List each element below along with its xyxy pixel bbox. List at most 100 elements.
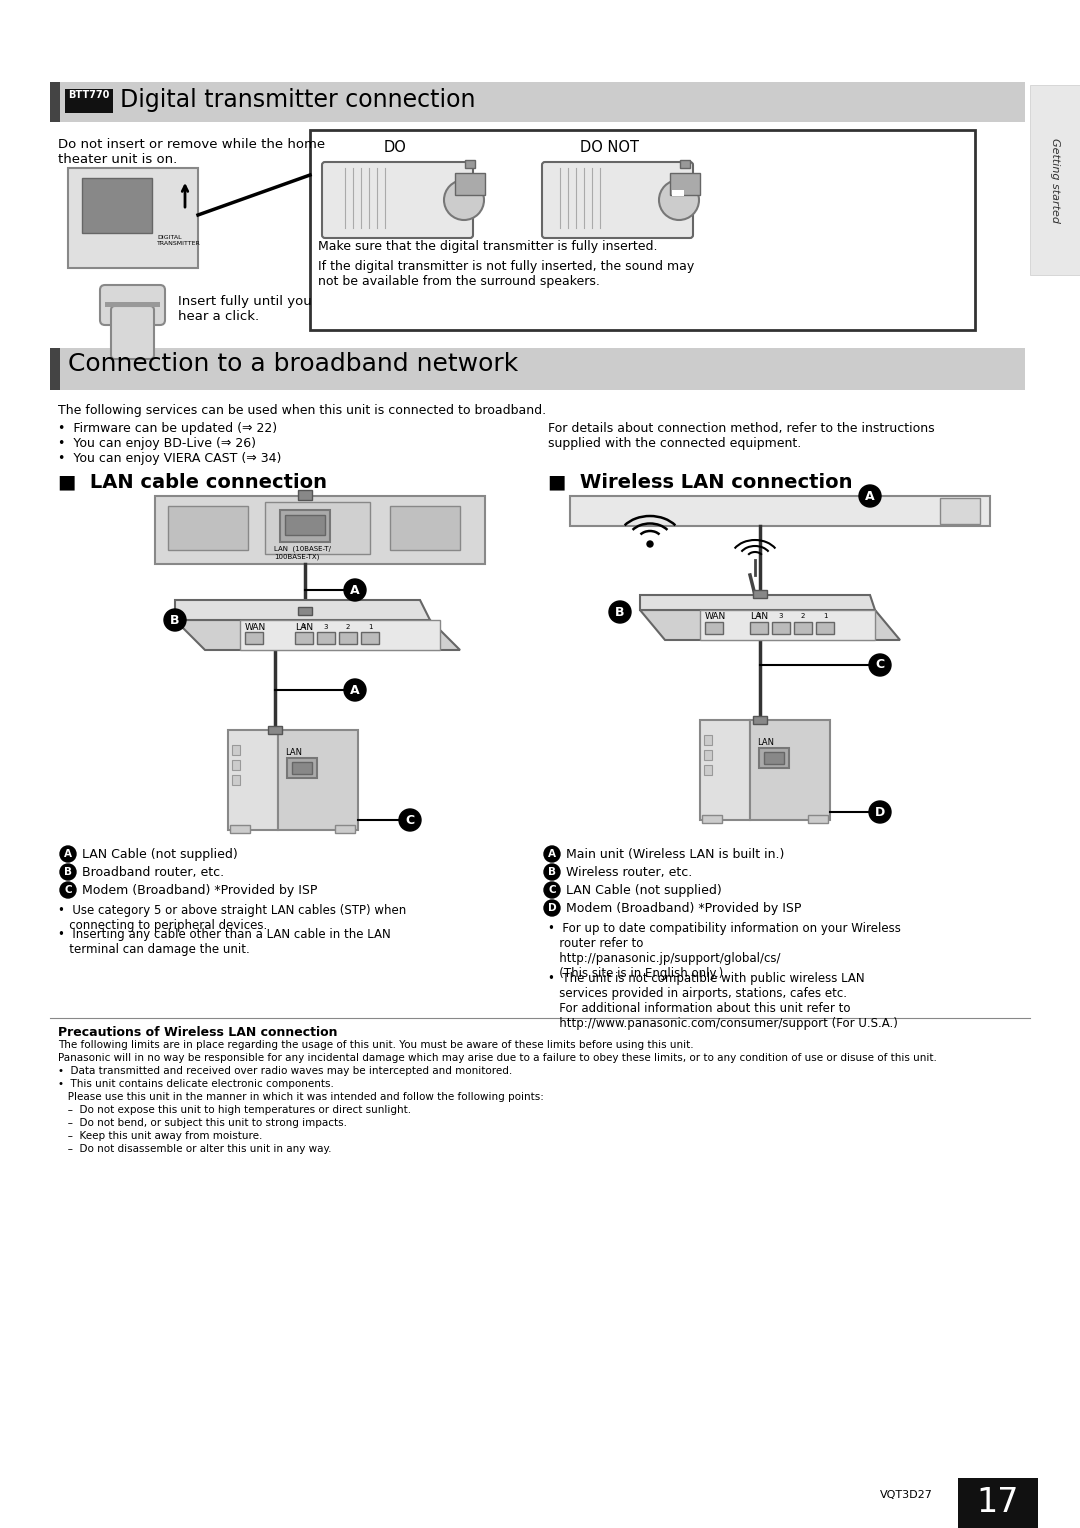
Text: •  This unit contains delicate electronic components.: • This unit contains delicate electronic… xyxy=(58,1079,334,1089)
Bar xyxy=(750,720,831,821)
Circle shape xyxy=(544,863,561,880)
Text: BTT770: BTT770 xyxy=(68,90,110,99)
Circle shape xyxy=(869,801,891,824)
Bar xyxy=(50,348,60,390)
Text: WAN: WAN xyxy=(705,613,726,620)
Text: LAN  (10BASE-T/: LAN (10BASE-T/ xyxy=(274,545,330,553)
Circle shape xyxy=(60,882,76,898)
Circle shape xyxy=(544,882,561,898)
Text: VQT3D27: VQT3D27 xyxy=(880,1490,933,1500)
Bar xyxy=(65,89,113,113)
Bar xyxy=(50,83,1025,122)
Text: A: A xyxy=(350,683,360,697)
Bar xyxy=(808,814,828,824)
Bar xyxy=(245,633,264,643)
Bar xyxy=(280,510,330,542)
Circle shape xyxy=(544,900,561,915)
Bar xyxy=(759,749,789,769)
Text: Make sure that the digital transmitter is fully inserted.: Make sure that the digital transmitter i… xyxy=(318,240,658,254)
Text: The following limits are in place regarding the usage of this unit. You must be : The following limits are in place regard… xyxy=(58,1041,693,1050)
Text: Do not insert or remove while the home
theater unit is on.: Do not insert or remove while the home t… xyxy=(58,138,325,167)
Bar xyxy=(764,752,784,764)
FancyBboxPatch shape xyxy=(111,306,154,359)
Text: For details about connection method, refer to the instructions
supplied with the: For details about connection method, ref… xyxy=(548,422,934,451)
Bar xyxy=(465,160,475,168)
Text: •  For up to date compatibility information on your Wireless
   router refer to
: • For up to date compatibility informati… xyxy=(548,921,901,979)
Bar xyxy=(704,766,712,775)
Bar xyxy=(390,506,460,550)
Text: Precautions of Wireless LAN connection: Precautions of Wireless LAN connection xyxy=(58,1025,337,1039)
Circle shape xyxy=(609,601,631,623)
Circle shape xyxy=(544,847,561,862)
Text: Digital transmitter connection: Digital transmitter connection xyxy=(120,89,475,112)
Text: 2: 2 xyxy=(346,623,350,630)
Text: DO NOT: DO NOT xyxy=(581,141,639,154)
Bar xyxy=(816,622,834,634)
Text: B: B xyxy=(548,866,556,877)
Bar xyxy=(702,814,723,824)
Text: ■  Wireless LAN connection: ■ Wireless LAN connection xyxy=(548,472,852,490)
Text: ■  LAN cable connection: ■ LAN cable connection xyxy=(58,472,327,490)
Text: 4: 4 xyxy=(757,613,761,619)
Text: 3: 3 xyxy=(324,623,328,630)
Text: Wireless router, etc.: Wireless router, etc. xyxy=(566,866,692,879)
Bar xyxy=(570,497,990,526)
Bar xyxy=(794,622,812,634)
Bar xyxy=(232,759,240,770)
Bar xyxy=(772,622,789,634)
Text: 1: 1 xyxy=(368,623,373,630)
Text: LAN: LAN xyxy=(285,749,302,756)
Text: If the digital transmitter is not fully inserted, the sound may
not be available: If the digital transmitter is not fully … xyxy=(318,260,694,287)
Text: C: C xyxy=(64,885,71,895)
Text: DO: DO xyxy=(383,141,406,154)
Bar xyxy=(232,746,240,755)
Bar xyxy=(750,622,768,634)
Text: –  Do not bend, or subject this unit to strong impacts.: – Do not bend, or subject this unit to s… xyxy=(58,1118,347,1128)
Text: LAN Cable (not supplied): LAN Cable (not supplied) xyxy=(566,885,721,897)
Polygon shape xyxy=(175,601,430,620)
Text: Panasonic will in no way be responsible for any incidental damage which may aris: Panasonic will in no way be responsible … xyxy=(58,1053,936,1063)
Text: B: B xyxy=(64,866,72,877)
Text: •  Inserting any cable other than a LAN cable in the LAN
   terminal can damage : • Inserting any cable other than a LAN c… xyxy=(58,927,391,957)
Text: Modem (Broadband) *Provided by ISP: Modem (Broadband) *Provided by ISP xyxy=(566,902,801,915)
Bar xyxy=(298,607,312,614)
Text: •  Data transmitted and received over radio waves may be intercepted and monitor: • Data transmitted and received over rad… xyxy=(58,1067,512,1076)
Polygon shape xyxy=(640,610,900,640)
Text: Connection to a broadband network: Connection to a broadband network xyxy=(68,351,518,376)
Bar xyxy=(705,622,723,634)
Bar xyxy=(228,730,278,830)
Text: 17: 17 xyxy=(976,1487,1020,1519)
Text: Please use this unit in the manner in which it was intended and follow the follo: Please use this unit in the manner in wh… xyxy=(58,1093,544,1102)
Circle shape xyxy=(659,180,699,220)
Bar xyxy=(168,506,248,550)
Circle shape xyxy=(399,808,421,831)
Text: LAN: LAN xyxy=(295,623,313,633)
FancyBboxPatch shape xyxy=(100,286,165,325)
Bar xyxy=(298,490,312,500)
Bar xyxy=(704,750,712,759)
Bar xyxy=(672,189,684,196)
Text: WAN: WAN xyxy=(245,623,267,633)
Text: 100BASE-TX): 100BASE-TX) xyxy=(274,553,320,559)
Circle shape xyxy=(345,579,366,601)
Circle shape xyxy=(60,847,76,862)
Bar xyxy=(680,160,690,168)
Text: C: C xyxy=(876,659,885,671)
Text: –  Do not disassemble or alter this unit in any way.: – Do not disassemble or alter this unit … xyxy=(58,1144,332,1154)
Bar xyxy=(310,130,975,330)
Text: •  Firmware can be updated (⇒ 22): • Firmware can be updated (⇒ 22) xyxy=(58,422,278,435)
Bar xyxy=(240,620,440,649)
Text: DIGITAL
TRANSMITTER: DIGITAL TRANSMITTER xyxy=(157,235,201,246)
Text: D: D xyxy=(875,805,886,819)
Text: •  You can enjoy BD-Live (⇒ 26): • You can enjoy BD-Live (⇒ 26) xyxy=(58,437,256,451)
Text: A: A xyxy=(350,584,360,596)
Bar xyxy=(285,515,325,535)
Text: Main unit (Wireless LAN is built in.): Main unit (Wireless LAN is built in.) xyxy=(566,848,784,860)
Text: B: B xyxy=(616,605,624,619)
Text: Insert fully until you
hear a click.: Insert fully until you hear a click. xyxy=(178,295,312,322)
Bar xyxy=(232,775,240,785)
Text: 2: 2 xyxy=(800,613,806,619)
Text: •  You can enjoy VIERA CAST (⇒ 34): • You can enjoy VIERA CAST (⇒ 34) xyxy=(58,452,282,465)
Circle shape xyxy=(869,654,891,675)
Text: –  Keep this unit away from moisture.: – Keep this unit away from moisture. xyxy=(58,1131,262,1141)
